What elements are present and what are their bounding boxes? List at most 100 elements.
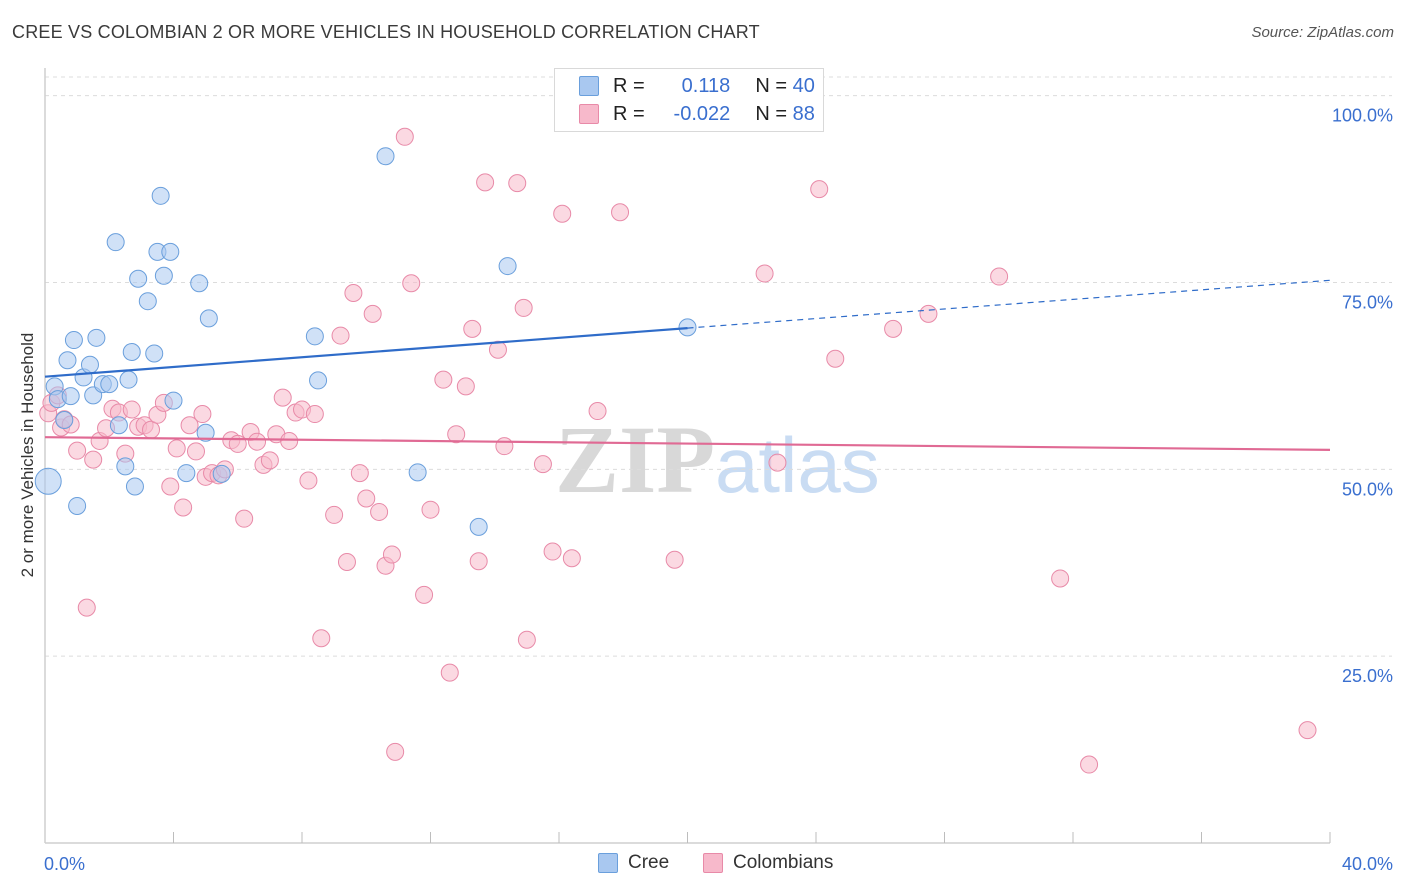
x-tick-label: 0.0% (44, 854, 85, 874)
colombians-point (884, 319, 903, 338)
cree-point (61, 387, 80, 406)
cree-point (145, 344, 164, 363)
colombians-point (382, 545, 401, 564)
cree-point (305, 327, 324, 346)
cree-point (125, 477, 144, 496)
colombians-point (1051, 569, 1070, 588)
cree-point (64, 331, 83, 350)
colombians-point (588, 402, 607, 421)
colombians-point (312, 629, 331, 648)
cree-point (199, 309, 218, 328)
cree-point (309, 371, 328, 390)
colombians-point (1080, 755, 1099, 774)
colombians-point (363, 304, 382, 323)
colombians-point (469, 552, 488, 571)
colombians-point (344, 283, 363, 302)
cree-point (161, 242, 180, 261)
colombians-point (248, 432, 267, 451)
cree-point (129, 269, 148, 288)
cree-trend-line (44, 327, 688, 378)
cree-point (212, 464, 231, 483)
cree-point (154, 266, 173, 285)
colombians-point (533, 455, 552, 474)
colombians-point (142, 420, 161, 439)
colombians-point (370, 502, 389, 521)
chart-title: CREE VS COLOMBIAN 2 OR MORE VEHICLES IN … (12, 22, 760, 42)
cree-point (119, 370, 138, 389)
legend-item-cree: Cree (598, 852, 669, 874)
cree-trend-extension (687, 279, 1331, 329)
cree-r-label: R = (613, 74, 645, 97)
cree-point (469, 517, 488, 536)
cree-point (58, 351, 77, 370)
colombians-n-label: N = (755, 102, 788, 125)
cree-point (376, 147, 395, 166)
colombians-point (350, 464, 369, 483)
colombians-point (395, 127, 414, 146)
colombians-point (415, 585, 434, 604)
colombians-point (193, 405, 212, 424)
colombians-point (768, 453, 787, 472)
cree-point (100, 375, 119, 394)
watermark-atlas: atlas (715, 421, 880, 509)
cree-point (151, 186, 170, 205)
cree-point (68, 496, 87, 515)
legend-colombians-label: Colombians (733, 852, 834, 873)
y-tick-label: 50.0% (1342, 479, 1393, 499)
colombians-point (553, 204, 572, 223)
cree-swatch (579, 76, 599, 96)
colombians-point (495, 437, 514, 456)
colombians-point (167, 439, 186, 458)
colombians-point (235, 509, 254, 528)
colombians-trend-line (44, 436, 1331, 452)
colombians-point (325, 505, 344, 524)
colombians-point (919, 304, 938, 323)
colombians-point (186, 442, 205, 461)
stats-legend: R = 0.118 N = 40 R = -0.022 N = 88 (554, 68, 824, 132)
cree-point (106, 233, 125, 252)
legend-cree-swatch (598, 853, 618, 873)
colombians-r-value: -0.022 (673, 102, 731, 125)
colombians-point (810, 180, 829, 199)
colombians-point (337, 553, 356, 572)
colombians-point (280, 431, 299, 450)
legend-colombians-swatch (703, 853, 723, 873)
colombians-point (84, 450, 103, 469)
colombians-point (180, 416, 199, 435)
cree-point (408, 463, 427, 482)
colombians-point (665, 550, 684, 569)
colombians-point (990, 267, 1009, 286)
colombians-r-label: R = (613, 102, 645, 125)
colombians-n-value: 88 (792, 102, 815, 125)
cree-point (196, 423, 215, 442)
cree-point (109, 416, 128, 435)
colombians-point (402, 274, 421, 293)
colombians-point (456, 377, 475, 396)
colombians-point (488, 340, 507, 359)
cree-point (122, 343, 141, 362)
cree-n-label: N = (755, 74, 788, 97)
colombians-swatch (579, 104, 599, 124)
colombians-point (476, 173, 495, 192)
colombians-point (434, 370, 453, 389)
cree-point (116, 457, 135, 476)
colombians-point (440, 663, 459, 682)
cree-point (138, 292, 157, 311)
cree-point (177, 464, 196, 483)
colombians-point (273, 388, 292, 407)
colombians-point (611, 203, 630, 222)
cree-point (190, 274, 209, 293)
cree-point (87, 328, 106, 347)
colombians-point (77, 598, 96, 617)
colombians-point (357, 489, 376, 508)
colombians-point (517, 630, 536, 649)
cree-point (80, 355, 99, 374)
cree-point (55, 411, 74, 430)
y-tick-label: 100.0% (1332, 106, 1393, 126)
colombians-point (386, 742, 405, 761)
colombians-point (260, 451, 279, 470)
colombians-point (122, 400, 141, 419)
colombians-point (514, 298, 533, 317)
y-tick-label: 75.0% (1342, 293, 1393, 313)
